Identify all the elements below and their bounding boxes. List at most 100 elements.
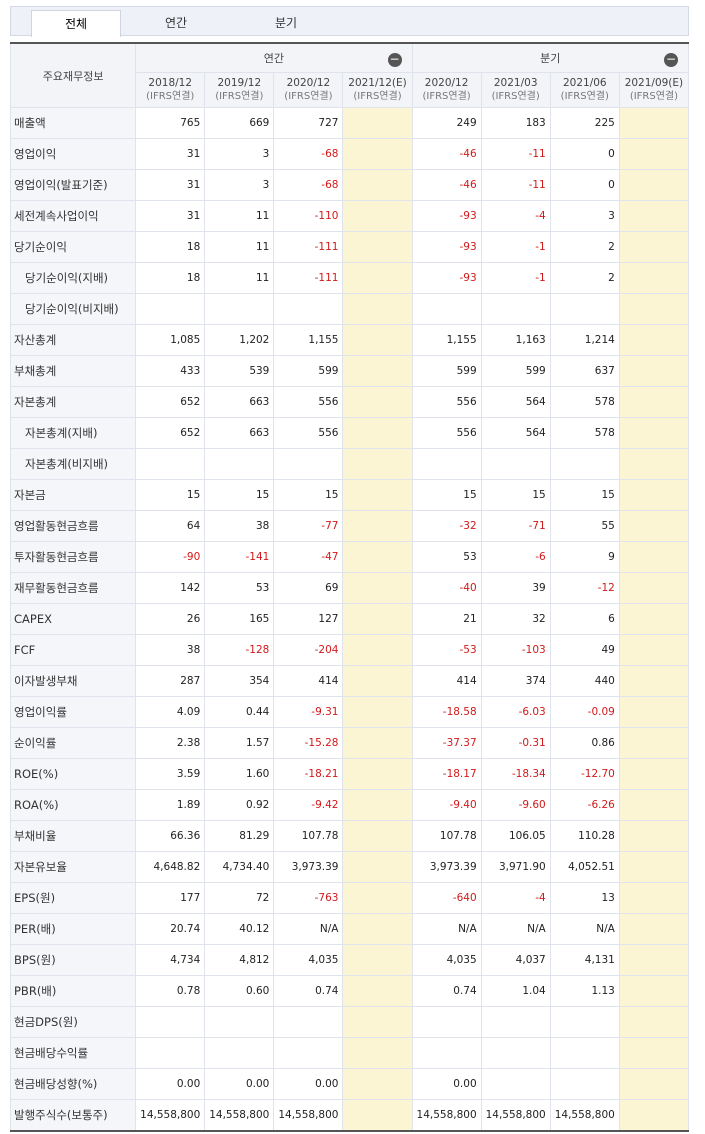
table-cell: -111 bbox=[273, 231, 344, 263]
table-cell bbox=[618, 727, 690, 759]
table-cell: N/A bbox=[273, 913, 344, 945]
table-cell: 1,202 bbox=[204, 324, 275, 356]
table-cell: 1,214 bbox=[549, 324, 620, 356]
table-cell: 3 bbox=[204, 138, 275, 170]
table-cell bbox=[618, 851, 690, 883]
table-cell: 18 bbox=[135, 231, 206, 263]
table-cell bbox=[480, 448, 551, 480]
table-cell: 15 bbox=[411, 479, 482, 511]
table-cell bbox=[618, 665, 690, 697]
table-cell: N/A bbox=[480, 913, 551, 945]
table-cell bbox=[618, 138, 690, 170]
table-cell bbox=[618, 448, 690, 480]
table-cell bbox=[342, 665, 413, 697]
table-cell: -111 bbox=[273, 262, 344, 294]
table-cell: N/A bbox=[411, 913, 482, 945]
quarter-group-header: 분기 − bbox=[411, 42, 690, 73]
column-header: 2018/12 (IFRS연결) bbox=[135, 72, 206, 108]
table-cell: 14,558,800 bbox=[549, 1099, 620, 1131]
table-row: ROA(%) 1.89 0.92 -9.42 -9.40 -9.60 -6.26 bbox=[9, 789, 690, 821]
table-cell: 32 bbox=[480, 603, 551, 635]
table-cell: 1,085 bbox=[135, 324, 206, 356]
table-cell: 38 bbox=[204, 510, 275, 542]
table-cell bbox=[135, 1006, 206, 1038]
table-cell: 165 bbox=[204, 603, 275, 635]
table-cell bbox=[342, 913, 413, 945]
row-header-title: 주요재무정보 bbox=[9, 42, 137, 108]
table-cell bbox=[618, 882, 690, 914]
table-cell: 4,035 bbox=[411, 944, 482, 976]
tab-all[interactable]: 전체 bbox=[31, 10, 121, 37]
table-cell: -4 bbox=[480, 882, 551, 914]
table-cell: 4,648.82 bbox=[135, 851, 206, 883]
table-row: 자본총계 652 663 556 556 564 578 bbox=[9, 386, 690, 418]
tab-annual[interactable]: 연간 bbox=[164, 16, 188, 30]
table-cell bbox=[549, 448, 620, 480]
collapse-annual-icon[interactable]: − bbox=[387, 52, 402, 67]
table-cell bbox=[618, 107, 690, 139]
table-cell bbox=[342, 293, 413, 325]
table-row: 자본총계(비지배) bbox=[9, 448, 690, 480]
table-row: 영업이익 31 3 -68 -46 -11 0 bbox=[9, 138, 690, 170]
table-row: EPS(원) 177 72 -763 -640 -4 13 bbox=[9, 882, 690, 914]
table-cell: 21 bbox=[411, 603, 482, 635]
table-cell bbox=[273, 293, 344, 325]
table-cell bbox=[411, 448, 482, 480]
table-cell bbox=[618, 758, 690, 790]
table-cell bbox=[618, 789, 690, 821]
column-basis: (IFRS연결) bbox=[353, 91, 402, 102]
table-cell: 81.29 bbox=[204, 820, 275, 852]
row-label: ROA(%) bbox=[9, 789, 137, 821]
table-cell bbox=[342, 1068, 413, 1100]
table-cell: -47 bbox=[273, 541, 344, 573]
table-cell bbox=[342, 820, 413, 852]
table-cell: 652 bbox=[135, 386, 206, 418]
table-cell bbox=[342, 634, 413, 666]
table-cell: 15 bbox=[549, 479, 620, 511]
collapse-quarter-icon[interactable]: − bbox=[664, 52, 678, 67]
row-label: 자본금 bbox=[9, 479, 137, 511]
row-label: 자본유보율 bbox=[9, 851, 137, 883]
table-cell: 4,734 bbox=[135, 944, 206, 976]
table-cell: 15 bbox=[273, 479, 344, 511]
table-cell: 4.09 bbox=[135, 696, 206, 728]
table-cell: 1.57 bbox=[204, 727, 275, 759]
tab-bar: 전체 연간 분기 bbox=[10, 6, 689, 37]
financial-summary-table: 주요재무정보 연간 − 분기 − 2018/12 (IFRS연결) 2019/12 (… bbox=[9, 42, 690, 1132]
table-cell: 765 bbox=[135, 107, 206, 139]
table-cell: 2.38 bbox=[135, 727, 206, 759]
column-basis: (IFRS연결) bbox=[215, 91, 264, 102]
table-cell bbox=[618, 603, 690, 635]
table-cell: 0.00 bbox=[411, 1068, 482, 1100]
table-cell bbox=[273, 448, 344, 480]
table-cell: 38 bbox=[135, 634, 206, 666]
column-period: 2020/12 bbox=[424, 77, 469, 89]
table-cell bbox=[411, 293, 482, 325]
table-cell: 1,155 bbox=[411, 324, 482, 356]
table-cell: 556 bbox=[411, 386, 482, 418]
table-cell: 64 bbox=[135, 510, 206, 542]
table-cell bbox=[618, 1006, 690, 1038]
table-cell: -4 bbox=[480, 200, 551, 232]
table-cell: -77 bbox=[273, 510, 344, 542]
row-label: 세전계속사업이익 bbox=[9, 200, 137, 232]
table-row: PBR(배) 0.78 0.60 0.74 0.74 1.04 1.13 bbox=[9, 975, 690, 1007]
table-cell: 3 bbox=[549, 200, 620, 232]
table-cell bbox=[135, 293, 206, 325]
tab-quarter[interactable]: 분기 bbox=[274, 16, 298, 30]
table-cell bbox=[549, 1068, 620, 1100]
row-label: 영업이익률 bbox=[9, 696, 137, 728]
table-cell bbox=[342, 324, 413, 356]
table-row: 자본유보율 4,648.82 4,734.40 3,973.39 3,973.39 3,9… bbox=[9, 851, 690, 883]
table-cell: 107.78 bbox=[273, 820, 344, 852]
table-cell: -46 bbox=[411, 169, 482, 201]
table-cell: 4,734.40 bbox=[204, 851, 275, 883]
row-label: 부채총계 bbox=[9, 355, 137, 387]
table-cell: 4,037 bbox=[480, 944, 551, 976]
table-cell: -32 bbox=[411, 510, 482, 542]
table-cell bbox=[618, 262, 690, 294]
table-cell: 20.74 bbox=[135, 913, 206, 945]
table-cell: 0.92 bbox=[204, 789, 275, 821]
table-cell: 1,163 bbox=[480, 324, 551, 356]
table-cell: 107.78 bbox=[411, 820, 482, 852]
